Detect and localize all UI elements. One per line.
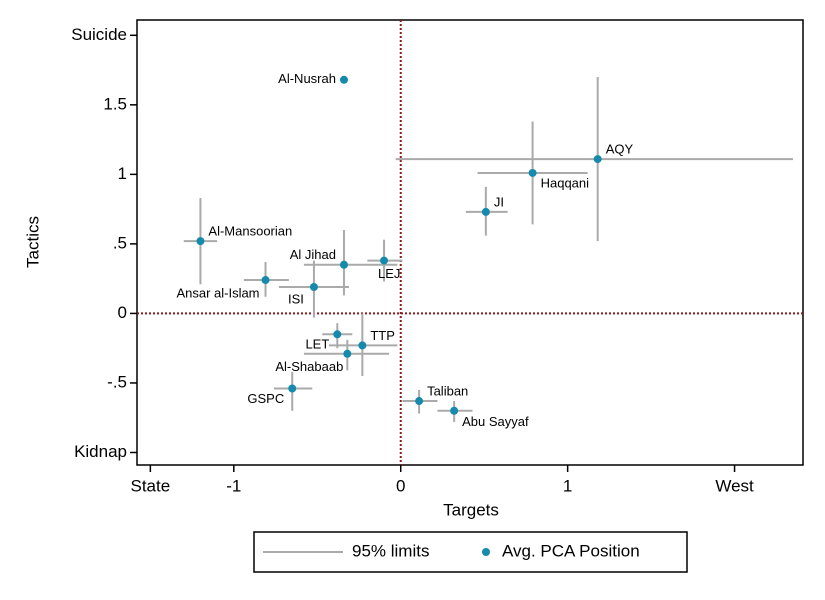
point (339, 75, 348, 84)
x-tick-label: -1 (226, 476, 241, 495)
point-label: Al-Nusrah (278, 71, 336, 86)
y-tick-label: 0 (118, 303, 127, 322)
plot-frame (136, 19, 804, 466)
point-label: Haqqani (541, 175, 590, 190)
point-label: LET (305, 337, 329, 352)
point-label: GSPC (247, 391, 284, 406)
point (358, 341, 367, 350)
point (481, 207, 490, 216)
point (309, 283, 318, 291)
point (261, 276, 270, 285)
y-tick-label: 1.5 (103, 94, 127, 113)
point (333, 330, 342, 339)
point (415, 397, 424, 406)
point-label: Ansar al-Islam (176, 285, 259, 300)
x-tick-label: West (715, 476, 754, 495)
point (450, 406, 459, 415)
point-label: Al Jihad (290, 247, 336, 262)
y-tick-label: Suicide (71, 25, 127, 44)
point (196, 237, 205, 246)
x-tick-label: 1 (563, 476, 572, 495)
point-label: AQY (606, 142, 634, 157)
point-label: TTP (370, 328, 395, 343)
legend-label: 95% limits (352, 541, 429, 560)
point (343, 349, 352, 358)
y-tick-label: Kidnap (74, 442, 127, 461)
y-tick-label: 1 (118, 164, 127, 183)
point-label: Al-Shabaab (275, 359, 343, 374)
point-label: ISI (288, 291, 304, 306)
point (339, 260, 348, 269)
point-label: Abu Sayyaf (462, 414, 529, 429)
point-label: Taliban (427, 383, 468, 398)
point (380, 256, 389, 265)
y-tick-label: -.5 (107, 372, 127, 391)
x-axis-label: Targets (443, 500, 499, 519)
y-tick-label: .5 (113, 233, 127, 252)
point (528, 168, 537, 177)
point-label: LEJ (378, 266, 400, 281)
legend-label: Avg. PCA Position (502, 541, 640, 560)
point (593, 155, 602, 164)
x-tick-label: State (131, 476, 171, 495)
point (288, 384, 297, 393)
legend-swatch (482, 548, 490, 556)
point-label: Al-Mansoorian (208, 224, 292, 239)
point-label: JI (494, 194, 504, 209)
y-axis-label: Tactics (23, 216, 42, 268)
x-tick-label: 0 (396, 476, 405, 495)
legend-box (253, 531, 688, 573)
